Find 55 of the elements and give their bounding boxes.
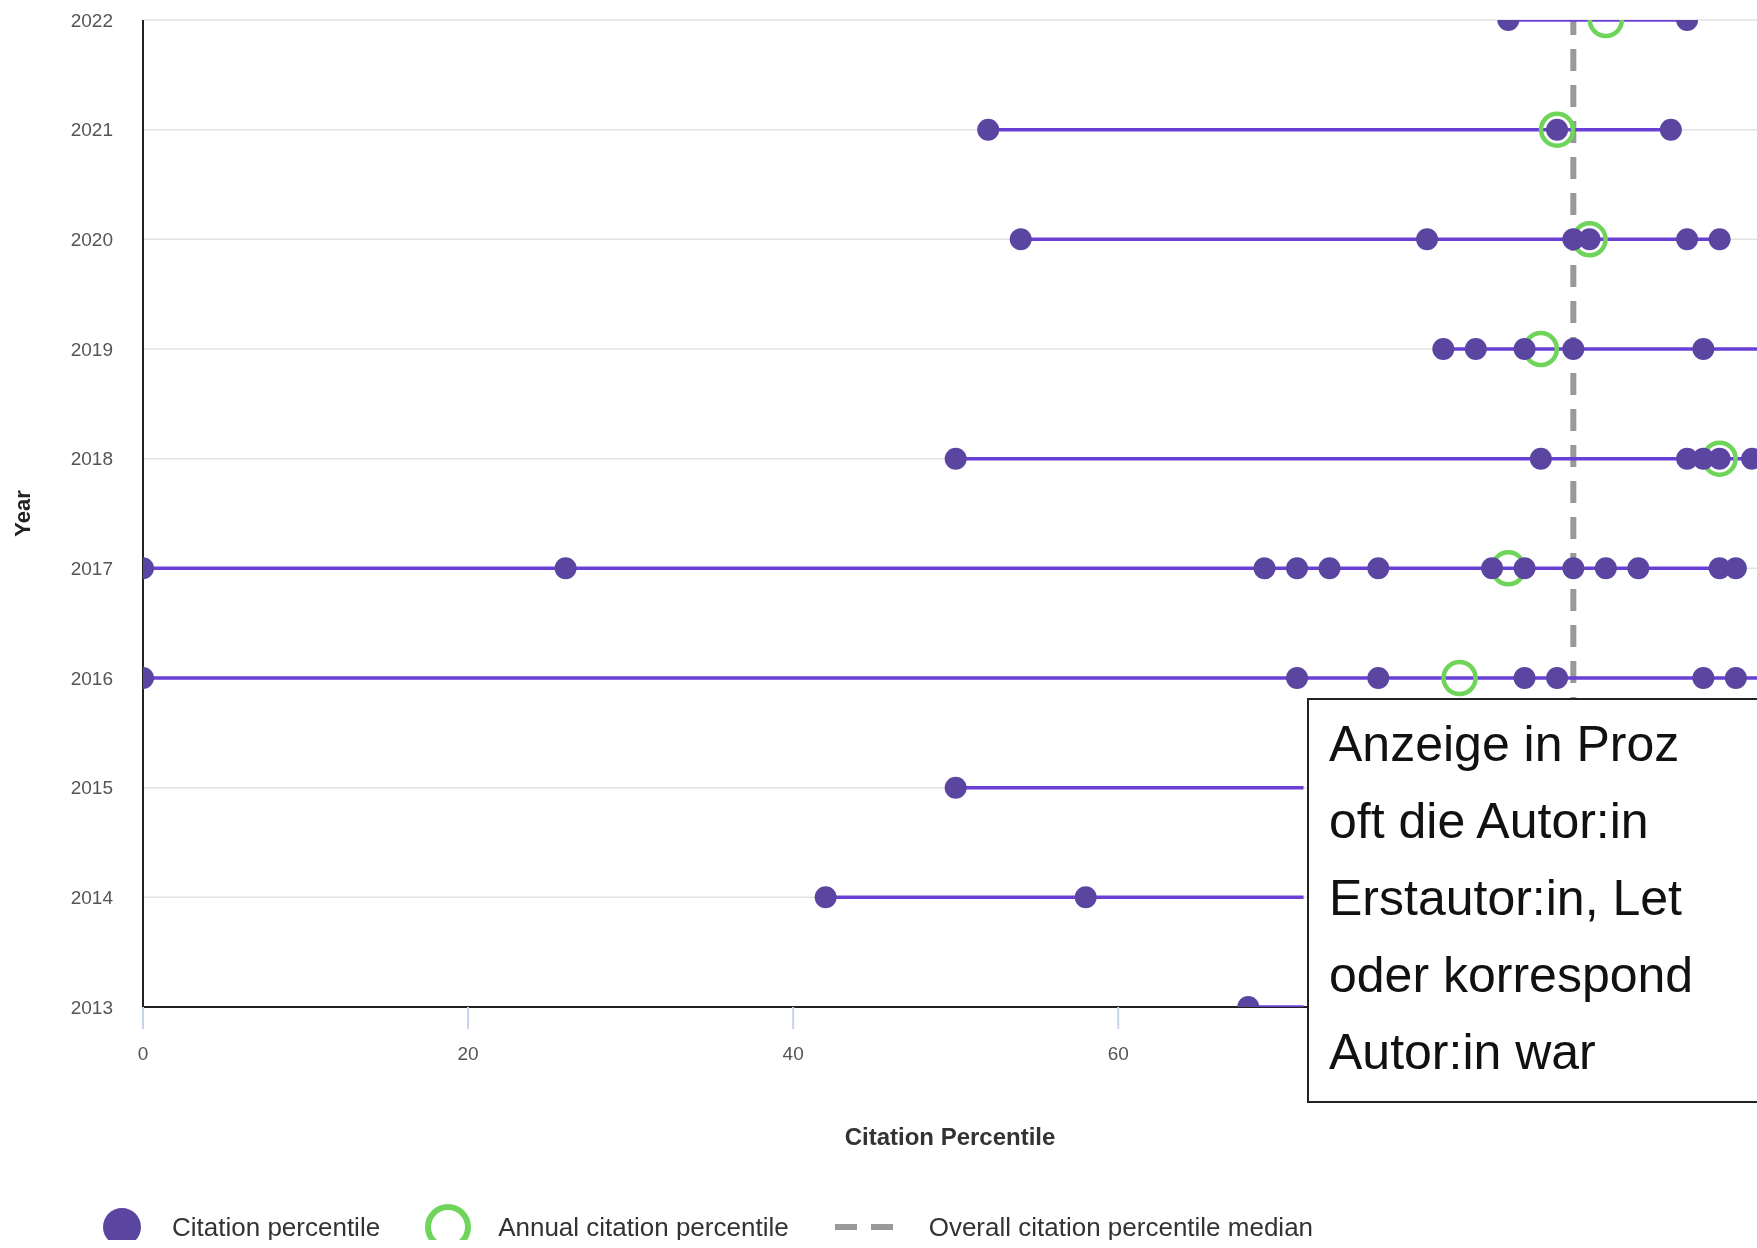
point xyxy=(1253,557,1276,580)
point xyxy=(1724,667,1747,689)
point xyxy=(1538,111,1576,148)
x-tick-label: 60 xyxy=(1107,1043,1129,1065)
point xyxy=(944,776,967,799)
point xyxy=(1464,338,1487,360)
point xyxy=(1724,557,1747,580)
point xyxy=(1074,886,1097,909)
point xyxy=(1708,228,1731,251)
point xyxy=(1286,557,1309,580)
point xyxy=(1562,338,1585,360)
point xyxy=(1416,228,1439,251)
point xyxy=(1318,557,1341,580)
annotation: Anzeige in Proz oft die Autor:in Erstautor:in, Let oder korrespond Autor:in war xyxy=(1307,698,1757,1103)
point xyxy=(1692,667,1715,689)
y-tick-label: 2021 xyxy=(70,119,113,141)
y-tick-label: 2014 xyxy=(70,887,114,909)
point xyxy=(814,886,837,909)
y-tick-label: 2016 xyxy=(70,667,113,689)
y-axis-title: Year xyxy=(9,489,35,537)
point xyxy=(1676,228,1699,251)
y-tick-label: 2015 xyxy=(70,777,113,799)
x-tick-label: 40 xyxy=(782,1043,804,1065)
y-tick-label: 2018 xyxy=(70,448,113,470)
y-tick-label: 2019 xyxy=(70,338,113,360)
x-tick-label: 20 xyxy=(457,1043,479,1065)
point xyxy=(1659,118,1682,141)
point xyxy=(1367,667,1390,689)
point xyxy=(1529,447,1552,470)
legend-label: Annual citation percentile xyxy=(498,1211,789,1242)
point xyxy=(944,447,967,470)
point xyxy=(1009,228,1032,251)
point xyxy=(1627,557,1650,580)
y-tick-label: 2020 xyxy=(70,229,113,251)
point xyxy=(1286,667,1309,689)
point xyxy=(1513,338,1536,360)
legend-label: Overall citation percentile median xyxy=(928,1211,1314,1242)
y-tick-label: 2013 xyxy=(70,996,113,1018)
point xyxy=(1513,557,1536,580)
point xyxy=(1367,557,1390,580)
x-axis-title: Citation Percentile xyxy=(844,1123,1056,1150)
point xyxy=(1546,667,1569,689)
y-tick-label: 2022 xyxy=(70,9,113,31)
y-tick-label: 2017 xyxy=(70,558,113,580)
point xyxy=(1513,667,1536,689)
point xyxy=(1594,557,1617,580)
x-tick-label: 0 xyxy=(137,1043,149,1065)
point xyxy=(1432,338,1455,360)
point xyxy=(1441,659,1478,697)
point xyxy=(977,118,1000,141)
point xyxy=(1481,557,1504,580)
point xyxy=(1562,557,1585,580)
point xyxy=(1692,338,1715,360)
point xyxy=(554,557,577,580)
legend-label: Citation percentile xyxy=(172,1211,381,1242)
